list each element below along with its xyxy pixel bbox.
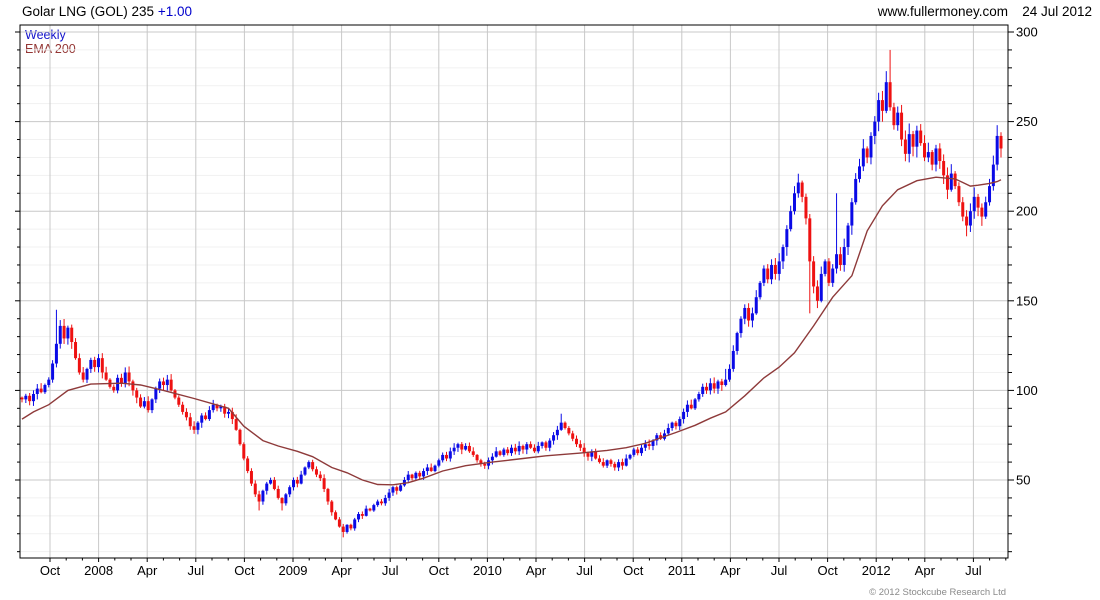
svg-text:Apr: Apr	[137, 563, 158, 578]
svg-text:Jul: Jul	[771, 563, 788, 578]
svg-text:Oct: Oct	[40, 563, 61, 578]
svg-text:Apr: Apr	[915, 563, 936, 578]
svg-text:150: 150	[1016, 293, 1038, 308]
svg-text:Apr: Apr	[720, 563, 741, 578]
svg-text:2009: 2009	[279, 563, 308, 578]
svg-text:Jul: Jul	[965, 563, 982, 578]
svg-text:Oct: Oct	[623, 563, 644, 578]
chart-date: 24 Jul 2012	[1022, 4, 1092, 19]
svg-text:200: 200	[1016, 204, 1038, 219]
svg-text:Jul: Jul	[187, 563, 204, 578]
svg-text:Apr: Apr	[331, 563, 352, 578]
copyright-notice: © 2012 Stockcube Research Ltd	[869, 587, 1006, 598]
svg-text:2010: 2010	[473, 563, 502, 578]
svg-text:Apr: Apr	[526, 563, 547, 578]
svg-text:100: 100	[1016, 383, 1038, 398]
price-change: +1.00	[157, 4, 192, 19]
svg-text:Oct: Oct	[429, 563, 450, 578]
svg-text:Jul: Jul	[576, 563, 593, 578]
svg-text:Oct: Oct	[234, 563, 255, 578]
svg-text:2008: 2008	[84, 563, 113, 578]
svg-text:2011: 2011	[668, 563, 696, 578]
svg-text:50: 50	[1016, 473, 1030, 488]
instrument-title: Golar LNG (GOL) 235	[22, 4, 155, 19]
svg-text:250: 250	[1016, 114, 1038, 129]
page-title: Golar LNG (GOL) 235 +1.00	[22, 4, 192, 19]
website-link[interactable]: www.fullermoney.com	[877, 4, 1008, 19]
svg-text:2012: 2012	[862, 563, 891, 578]
svg-text:300: 300	[1016, 25, 1038, 40]
svg-text:Oct: Oct	[817, 563, 838, 578]
chart-header: Golar LNG (GOL) 235 +1.00 www.fullermone…	[0, 2, 1100, 22]
svg-text:Jul: Jul	[382, 563, 399, 578]
